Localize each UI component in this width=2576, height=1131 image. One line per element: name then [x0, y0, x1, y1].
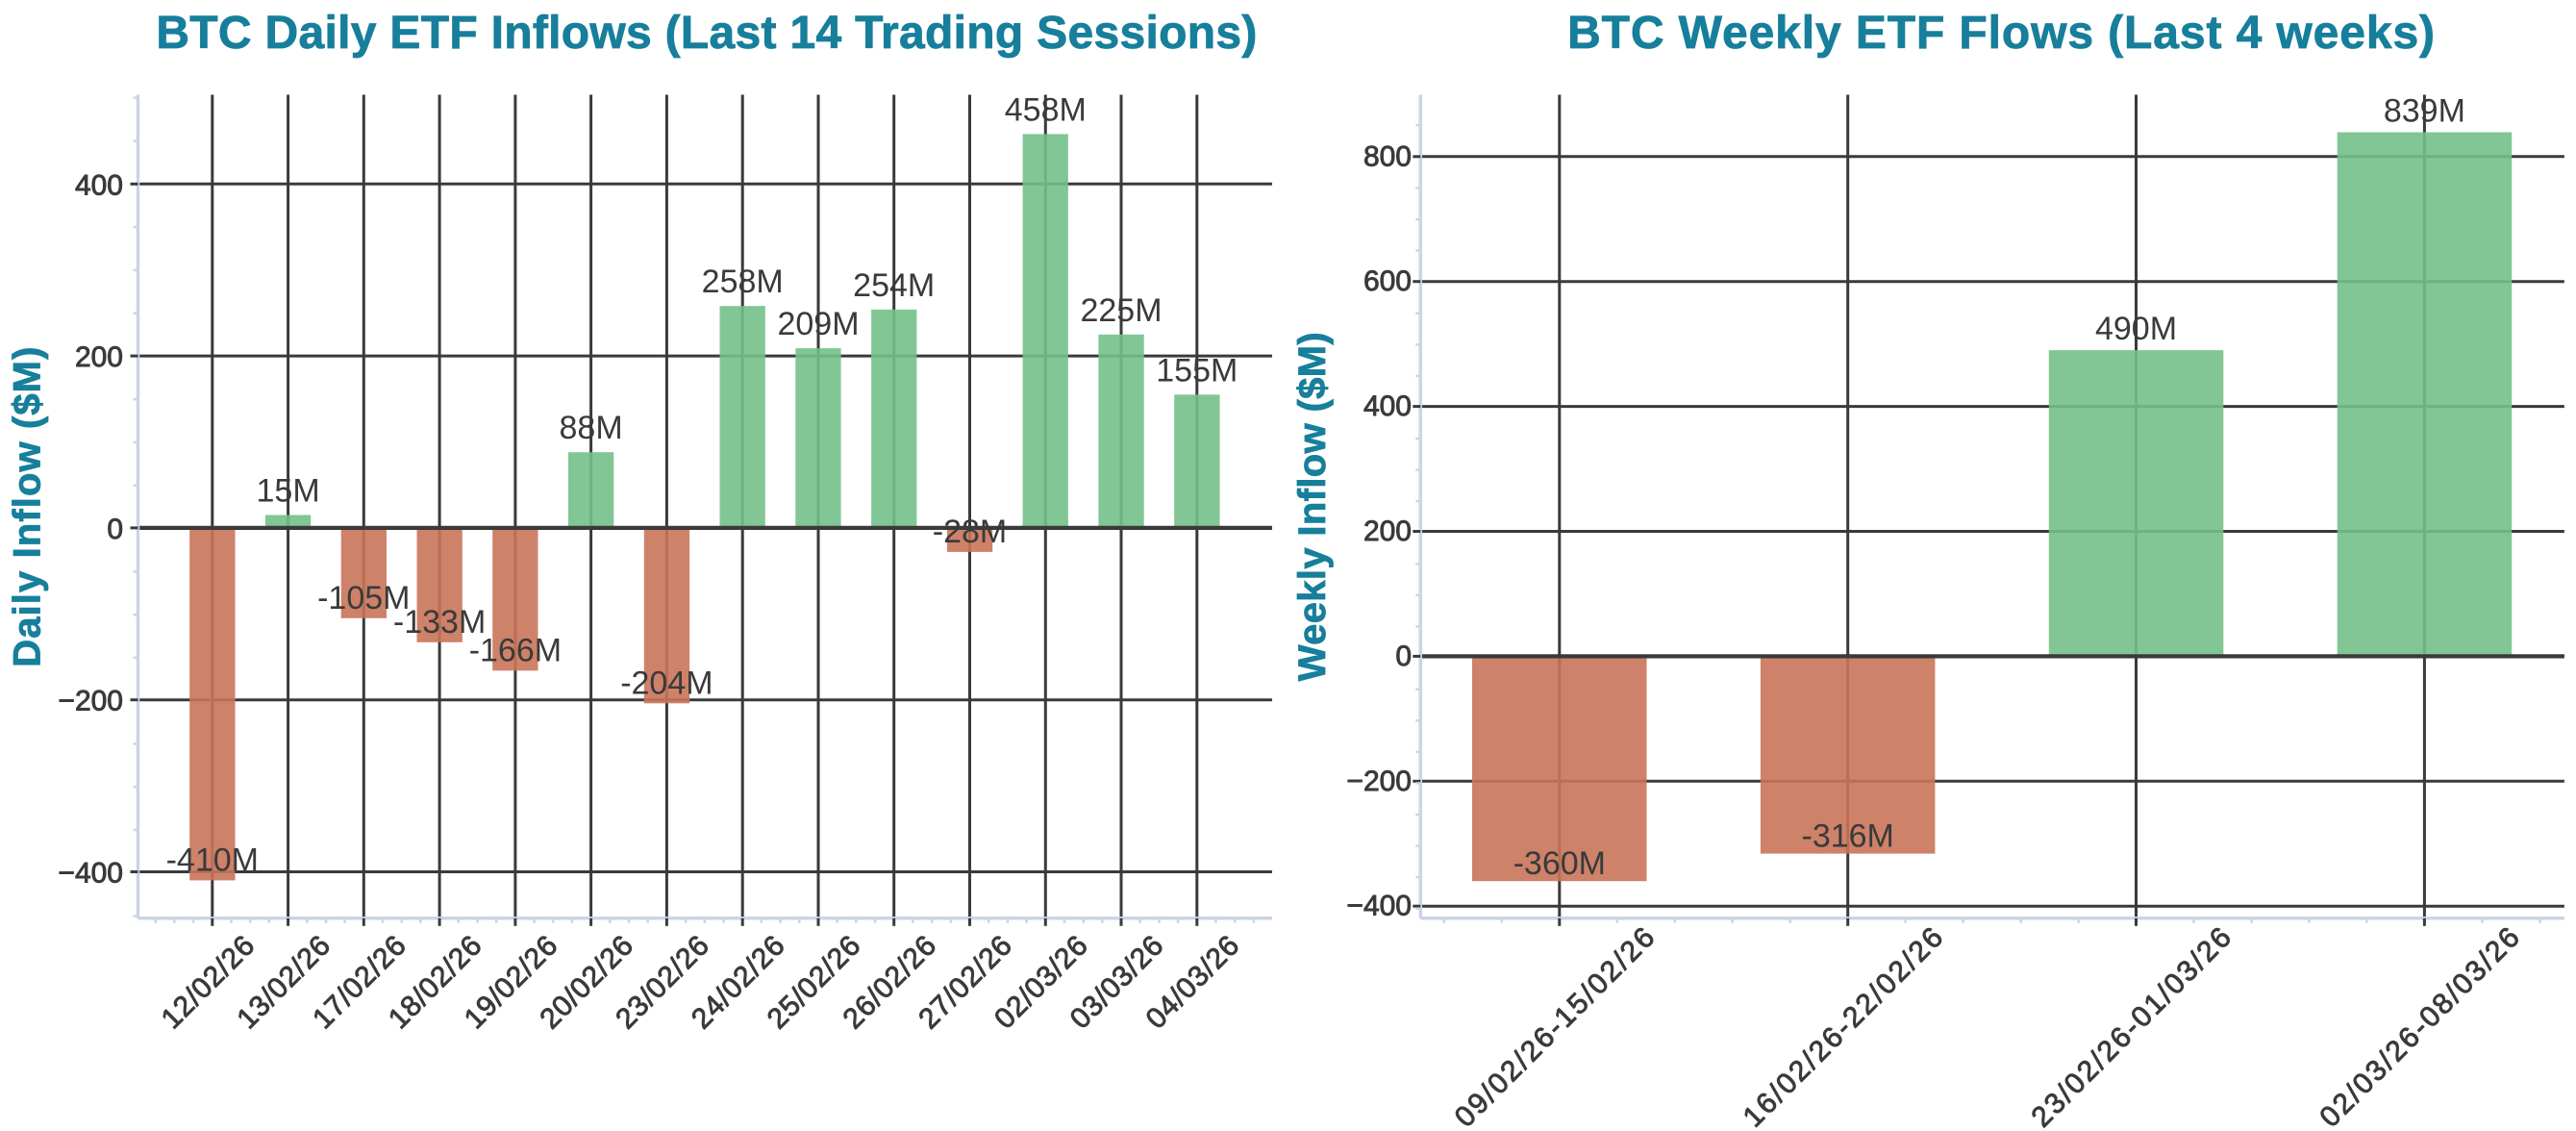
svg-text:800: 800	[1363, 140, 1412, 172]
svg-text:88M: 88M	[560, 410, 623, 446]
svg-text:400: 400	[1363, 390, 1412, 422]
svg-text:839M: 839M	[2384, 93, 2465, 130]
svg-text:458M: 458M	[1005, 91, 1087, 128]
svg-text:0: 0	[1395, 641, 1412, 672]
svg-text:200: 200	[75, 341, 123, 373]
svg-text:BTC Weekly ETF Flows (Last 4 w: BTC Weekly ETF Flows (Last 4 weeks)	[1567, 8, 2436, 59]
svg-text:-166M: -166M	[469, 632, 562, 668]
svg-text:400: 400	[75, 169, 123, 201]
svg-text:258M: 258M	[702, 264, 784, 300]
svg-text:-105M: -105M	[317, 580, 410, 616]
svg-text:−400: −400	[58, 858, 123, 890]
svg-text:-28M: -28M	[933, 514, 1007, 550]
svg-text:-204M: -204M	[620, 665, 713, 701]
svg-text:209M: 209M	[777, 306, 859, 342]
svg-text:Weekly Inflow ($M): Weekly Inflow ($M)	[1291, 332, 1334, 681]
svg-text:-360M: -360M	[1513, 845, 1606, 882]
svg-text:490M: 490M	[2095, 311, 2177, 347]
svg-text:−200: −200	[58, 686, 123, 717]
svg-text:225M: 225M	[1080, 292, 1162, 329]
svg-text:0: 0	[107, 514, 123, 545]
svg-text:BTC Daily ETF Inflows (Last 14: BTC Daily ETF Inflows (Last 14 Trading S…	[156, 8, 1257, 59]
svg-text:254M: 254M	[853, 267, 935, 304]
svg-text:200: 200	[1363, 515, 1412, 547]
svg-text:155M: 155M	[1156, 352, 1238, 389]
svg-text:−400: −400	[1346, 891, 1412, 922]
svg-text:-410M: -410M	[166, 842, 259, 878]
svg-text:Daily Inflow ($M): Daily Inflow ($M)	[7, 345, 49, 666]
svg-text:15M: 15M	[257, 473, 320, 510]
svg-text:600: 600	[1363, 265, 1412, 297]
svg-text:-133M: -133M	[393, 604, 486, 641]
svg-text:−200: −200	[1346, 766, 1412, 797]
svg-text:-316M: -316M	[1802, 818, 1894, 855]
